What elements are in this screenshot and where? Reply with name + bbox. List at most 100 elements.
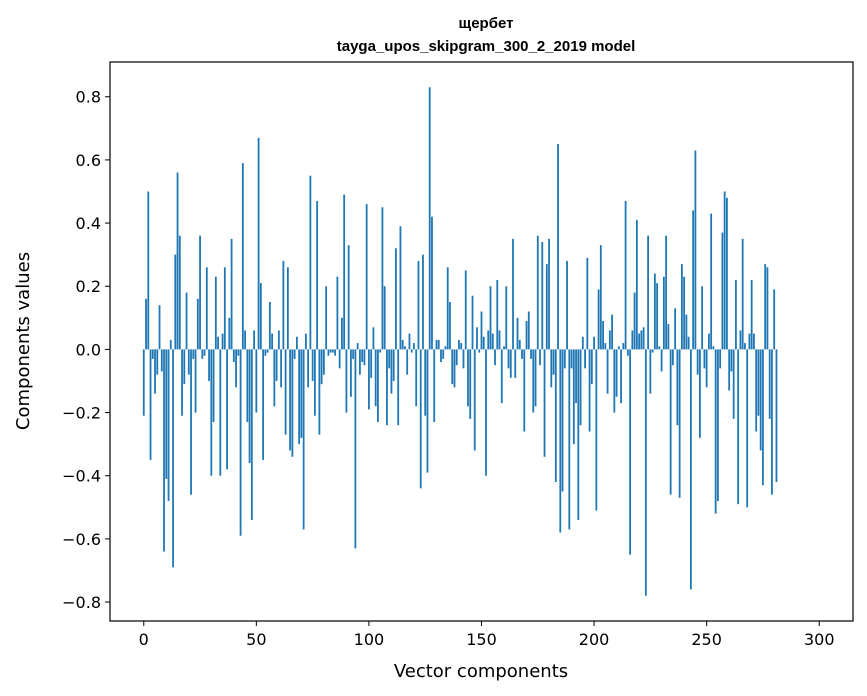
y-tick-label: 0.0 [76,340,101,359]
y-axis-label: Components values [13,252,34,430]
bar [399,226,402,350]
bar [710,213,713,350]
bar [379,349,382,353]
bar [708,333,710,350]
bar [415,349,418,407]
bar [746,349,749,508]
bar [694,150,697,350]
bar [480,311,483,350]
bar [739,330,742,350]
bar [142,349,145,416]
bar [417,260,420,350]
bar [244,330,246,350]
bar [338,349,341,369]
bar [509,349,512,378]
bar [667,324,670,350]
bar [422,254,424,350]
bar [773,289,776,350]
bar [158,305,161,350]
bar [496,279,499,350]
bar [192,349,195,359]
bar [322,349,325,375]
bar [203,349,206,356]
y-tick-label: −0.8 [62,593,101,612]
bar [626,349,629,356]
bar [714,349,717,514]
bar [433,349,436,423]
bar [586,257,589,350]
bar [575,349,577,404]
bar [505,286,508,350]
bar [730,349,733,372]
bar [590,349,593,385]
bar [676,349,679,426]
bar [293,349,296,359]
bar [311,349,314,381]
bar [757,349,760,416]
x-tick-label: 250 [691,630,722,649]
bar [478,349,481,353]
bar [365,204,368,350]
bar [392,349,395,381]
bar [397,349,400,426]
x-axis-label: Vector components [394,661,568,682]
y-tick-label: 0.6 [76,151,101,170]
bar [653,273,656,350]
bar [156,349,159,375]
bar [271,333,274,350]
x-tick-label: 300 [804,630,835,649]
bar [284,349,287,435]
plot-frame [109,61,854,622]
bar [473,349,476,451]
bar [532,349,535,413]
bar [167,349,170,501]
y-tick-label: −0.2 [62,404,101,423]
bar [250,349,253,520]
bar [595,349,598,511]
bar [383,286,386,350]
bar [570,349,573,369]
bar [525,320,528,350]
bar [482,336,485,350]
bar [437,339,440,350]
bar [629,349,631,555]
bar [680,264,683,350]
y-axis: −0.8 −0.6 −0.4 −0.2 0.0 0.2 0.4 0.6 0.8 [62,88,110,612]
bar [775,349,778,483]
bar [717,349,719,501]
bar [199,235,201,350]
y-tick-label: 0.8 [76,88,101,107]
bar [255,349,258,413]
bar [719,349,722,369]
bar [611,314,613,350]
bar [741,238,744,350]
bar [507,349,510,369]
bar [289,349,292,451]
bar [187,349,190,375]
bar [266,349,269,353]
bar [624,200,627,350]
bar [160,349,163,372]
bar [273,349,276,407]
bar [221,333,224,350]
bar [264,349,267,356]
bar [599,245,602,350]
bar [165,349,168,479]
y-tick-label: −0.6 [62,530,101,549]
bar [435,339,438,350]
bar [458,339,460,350]
bar [408,333,411,350]
bar [518,339,521,350]
bar [327,349,330,356]
bar [523,349,526,432]
bar [354,349,357,549]
bar [748,333,751,350]
bar [638,333,641,350]
bar [406,349,409,375]
bar [737,349,740,505]
bar-series [142,87,778,596]
bar [685,314,688,350]
x-tick-label: 100 [354,630,385,649]
bar [550,349,553,388]
bar [674,308,677,350]
